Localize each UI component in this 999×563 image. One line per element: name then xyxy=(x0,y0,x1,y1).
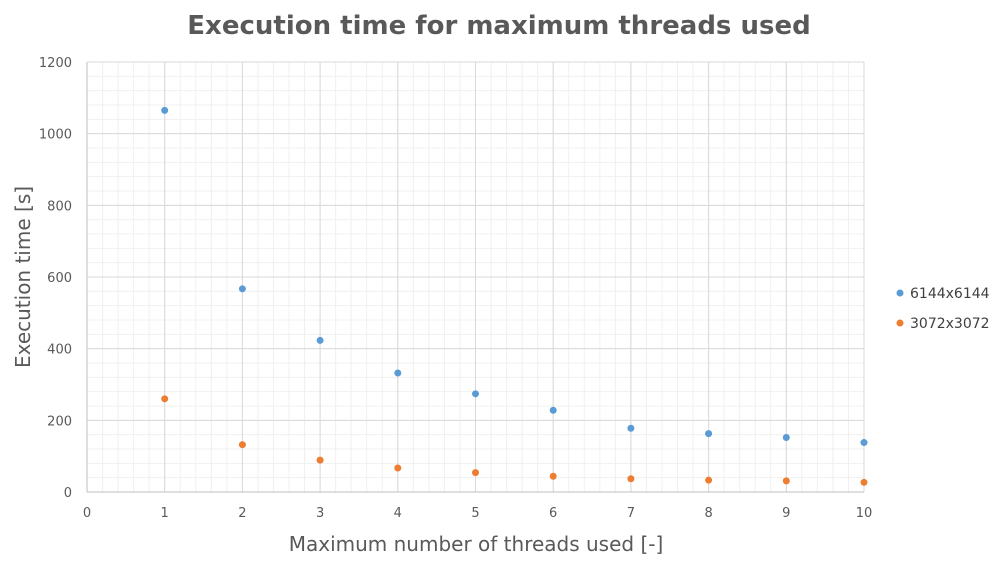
x-tick-label: 8 xyxy=(704,506,712,521)
data-point-3072x3072 xyxy=(782,477,790,485)
data-point-3072x3072 xyxy=(161,395,169,403)
y-tick-label: 800 xyxy=(47,199,72,214)
y-tick-label: 200 xyxy=(47,414,72,429)
data-point-6144x6144 xyxy=(316,336,324,344)
data-point-6144x6144 xyxy=(161,106,169,114)
legend-item-6144x6144: 6144x6144 xyxy=(896,286,990,302)
data-point-3072x3072 xyxy=(472,469,479,477)
data-point-6144x6144 xyxy=(782,434,790,442)
data-point-3072x3072 xyxy=(316,456,324,464)
legend-item-3072x3072: 3072x3072 xyxy=(896,316,990,332)
x-tick-label: 3 xyxy=(316,506,324,521)
data-point-3072x3072 xyxy=(627,475,635,483)
y-tick-labels: 0 200 400 600 800 1000 1200 xyxy=(39,56,72,501)
x-tick-label: 10 xyxy=(856,506,873,521)
y-tick-label: 1200 xyxy=(39,56,72,71)
data-points xyxy=(161,106,868,486)
data-point-3072x3072 xyxy=(705,476,713,484)
data-point-6144x6144 xyxy=(472,390,479,398)
y-tick-label: 1000 xyxy=(39,128,72,143)
x-tick-label: 5 xyxy=(471,506,479,521)
data-point-3072x3072 xyxy=(238,441,246,449)
data-point-3072x3072 xyxy=(394,464,402,472)
x-tick-label: 7 xyxy=(627,506,635,521)
y-tick-label: 400 xyxy=(47,343,72,358)
x-tick-label: 6 xyxy=(549,506,557,521)
data-point-3072x3072 xyxy=(860,478,868,486)
x-tick-label: 1 xyxy=(161,506,169,521)
data-point-6144x6144 xyxy=(705,430,713,438)
axes xyxy=(86,62,864,493)
legend-marker-6144x6144 xyxy=(896,289,904,297)
y-tick-label: 600 xyxy=(47,271,72,286)
data-point-6144x6144 xyxy=(394,369,402,377)
x-tick-label: 4 xyxy=(394,506,402,521)
legend-marker-3072x3072 xyxy=(896,319,904,327)
legend: 6144x6144 3072x3072 xyxy=(896,286,990,332)
x-axis-title: Maximum number of threads used [-] xyxy=(289,532,664,556)
x-tick-labels: 0 1 2 3 4 5 6 7 8 9 10 xyxy=(83,506,872,521)
data-point-6144x6144 xyxy=(860,439,868,447)
data-point-3072x3072 xyxy=(549,472,557,480)
legend-label-6144x6144: 6144x6144 xyxy=(910,286,990,302)
y-axis-title: Execution time [s] xyxy=(11,186,35,368)
legend-label-3072x3072: 3072x3072 xyxy=(910,316,990,332)
data-point-6144x6144 xyxy=(627,424,635,432)
data-point-6144x6144 xyxy=(549,406,557,414)
y-tick-label: 0 xyxy=(64,486,72,501)
x-tick-label: 2 xyxy=(238,506,246,521)
x-tick-label: 0 xyxy=(83,506,91,521)
chart-title: Execution time for maximum threads used xyxy=(187,11,810,41)
data-point-6144x6144 xyxy=(238,285,246,293)
x-tick-label: 9 xyxy=(782,506,790,521)
major-gridlines xyxy=(86,61,865,493)
